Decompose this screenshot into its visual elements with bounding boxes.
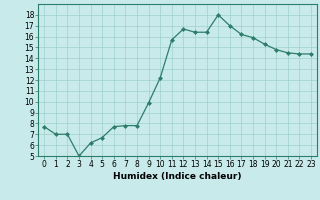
X-axis label: Humidex (Indice chaleur): Humidex (Indice chaleur) bbox=[113, 172, 242, 181]
